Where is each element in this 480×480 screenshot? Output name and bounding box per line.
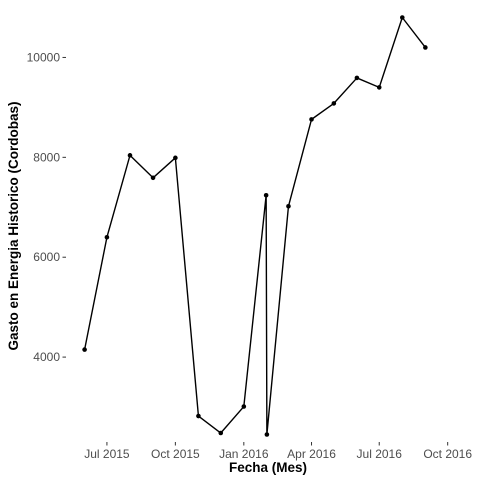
data-point (309, 117, 314, 122)
y-axis: 4000 6000 8000 10000 (27, 50, 66, 364)
data-point (286, 203, 291, 209)
data-point (264, 432, 270, 437)
series-layer (82, 15, 428, 437)
y-tick-label: 6000 (33, 250, 60, 264)
data-point (263, 192, 269, 198)
data-point (376, 85, 382, 90)
x-tick-label: Jul 2016 (357, 447, 403, 461)
x-axis: Jul 2015 Oct 2015 Jan 2016 Apr 2016 Jul 2016… (84, 442, 472, 461)
x-tick-label: Jan 2016 (219, 447, 269, 461)
x-axis-title: Fecha (Mes) (229, 460, 307, 475)
data-point (104, 234, 110, 240)
data-point (196, 413, 201, 419)
data-point (399, 15, 405, 20)
y-tick-label: 4000 (33, 350, 60, 364)
x-tick-label: Apr 2016 (287, 447, 336, 461)
y-axis-title: Gasto en Energia Historico (Cordobas) (6, 101, 21, 350)
data-point (218, 430, 224, 436)
series-line (83, 16, 426, 436)
data-point (127, 153, 133, 158)
x-tick-label: Jul 2015 (84, 447, 130, 461)
y-tick-label: 10000 (27, 50, 61, 64)
data-point (173, 155, 178, 161)
data-point (82, 347, 87, 352)
data-point (331, 101, 337, 106)
x-tick-label: Oct 2015 (151, 447, 200, 461)
data-point (150, 175, 156, 181)
x-tick-label: Oct 2016 (423, 447, 472, 461)
y-tick-label: 8000 (33, 150, 60, 164)
data-point (423, 45, 428, 50)
data-point (241, 404, 247, 409)
data-point (354, 75, 360, 81)
